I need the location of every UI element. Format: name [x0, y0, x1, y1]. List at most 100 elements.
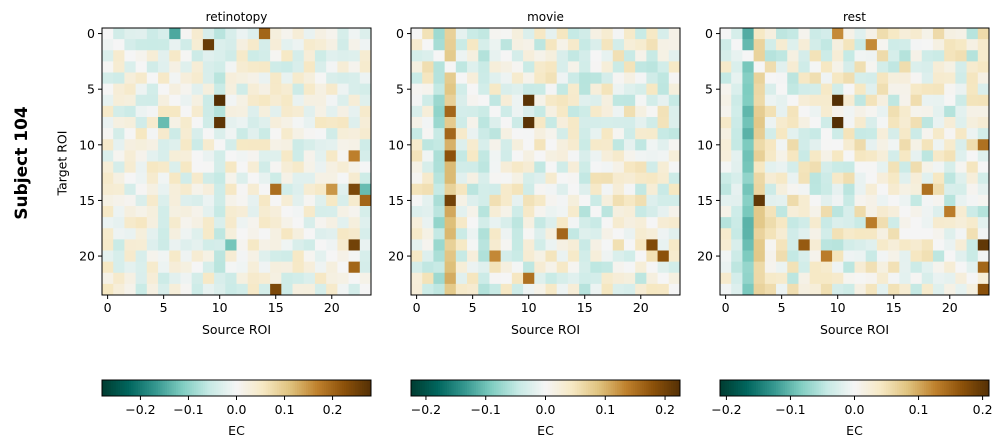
- heatmap-cell: [455, 61, 468, 73]
- colorbar-segment: [639, 380, 643, 396]
- heatmap-cell: [455, 206, 468, 218]
- heatmap-cell: [635, 128, 647, 140]
- heatmap-cell: [977, 228, 990, 240]
- colorbar-segment: [874, 380, 878, 396]
- y-tick-label: 10: [388, 137, 404, 152]
- colorbar-segment: [543, 380, 546, 396]
- heatmap-cell: [511, 239, 524, 251]
- colorbar-segment: [308, 380, 311, 396]
- heatmap-cell: [668, 139, 681, 151]
- y-axis-label: Target ROI: [55, 131, 70, 197]
- heatmap-cell: [832, 128, 844, 140]
- heatmap-cell: [337, 50, 349, 62]
- heatmap-cell: [832, 139, 844, 151]
- heatmap-cell: [467, 261, 479, 274]
- heatmap-cell: [646, 83, 658, 96]
- heatmap-cell: [753, 105, 766, 118]
- heatmap-cell: [489, 261, 502, 274]
- heatmap-cell: [348, 206, 361, 218]
- heatmap-cell: [337, 94, 349, 107]
- colorbar-segment: [193, 380, 197, 396]
- heatmap-cell: [158, 161, 170, 174]
- heatmap-cell: [314, 283, 327, 296]
- heatmap-cell: [135, 128, 148, 140]
- heatmap-cell: [646, 250, 658, 263]
- heatmap-cell: [534, 150, 546, 162]
- colorbar-segment: [825, 380, 828, 396]
- colorbar-segment: [487, 380, 490, 396]
- heatmap-cell: [359, 61, 372, 73]
- heatmap-cell: [158, 172, 170, 185]
- colorbar-segment: [536, 380, 540, 396]
- heatmap-cell: [966, 206, 979, 218]
- heatmap-cell: [545, 250, 558, 263]
- heatmap-cell: [534, 172, 546, 185]
- heatmap-cell: [359, 150, 372, 162]
- heatmap-cell: [776, 217, 788, 229]
- heatmap-cell: [236, 272, 249, 285]
- heatmap-cell: [921, 283, 934, 296]
- heatmap-cell: [258, 117, 271, 129]
- colorbar: −0.2 −0.1 0.0 0.1 0.2: [410, 379, 681, 417]
- heatmap-cell: [326, 117, 338, 129]
- heatmap-cell: [590, 50, 602, 62]
- heatmap-cell: [865, 150, 878, 162]
- y-tick-label: 0: [87, 26, 95, 41]
- heatmap-cell: [657, 217, 670, 229]
- heatmap-cell: [798, 250, 811, 263]
- heatmap-cell: [314, 228, 327, 240]
- heatmap-cell: [270, 61, 282, 73]
- x-tick-label: 10: [521, 300, 537, 315]
- heatmap-cell: [455, 217, 468, 229]
- heatmap-cell: [326, 150, 338, 162]
- heatmap-cell: [180, 183, 193, 196]
- heatmap-cell: [225, 183, 237, 196]
- heatmap-cell: [337, 183, 349, 196]
- y-tick-label: 20: [79, 249, 95, 264]
- heatmap-cell: [511, 39, 524, 51]
- heatmap-cell: [820, 61, 833, 73]
- heatmap-cell: [359, 250, 372, 263]
- heatmap-cell: [590, 261, 602, 274]
- heatmap-cell: [910, 261, 923, 274]
- heatmap-cell: [102, 272, 114, 285]
- colorbar-segment: [780, 380, 784, 396]
- heatmap-cell: [854, 117, 867, 129]
- heatmap-cell: [102, 194, 114, 207]
- heatmap-cell: [444, 139, 457, 151]
- heatmap-cell: [169, 206, 181, 218]
- heatmap-cell: [854, 206, 867, 218]
- heatmap-cell: [258, 206, 271, 218]
- heatmap-cell: [303, 105, 316, 118]
- heatmap-cell: [921, 272, 934, 285]
- heatmap-cell: [102, 206, 114, 218]
- heatmap-cell: [820, 172, 833, 185]
- heatmap-cell: [977, 61, 990, 73]
- heatmap-cell: [921, 206, 934, 218]
- colorbar-segment: [635, 380, 638, 396]
- heatmap-cell: [113, 194, 125, 207]
- heatmap-cell: [921, 128, 934, 140]
- heatmap-cell: [202, 28, 215, 40]
- heatmap-cell: [191, 228, 204, 240]
- heatmap-cell: [102, 128, 114, 140]
- heatmap-cell: [899, 161, 911, 174]
- heatmap-cell: [191, 150, 204, 162]
- heatmap-cell: [478, 39, 490, 51]
- colorbar-segment: [516, 380, 519, 396]
- heatmap-cell: [236, 39, 249, 51]
- heatmap-cell: [742, 61, 755, 73]
- heatmap-cell: [731, 261, 743, 274]
- heatmap-cell: [113, 239, 125, 251]
- heatmap-cell: [579, 239, 591, 251]
- heatmap-cell: [467, 272, 479, 285]
- heatmap-cell: [444, 283, 457, 296]
- heatmap-cell: [326, 28, 338, 40]
- heatmap-cell: [910, 228, 923, 240]
- heatmap-cell: [787, 183, 799, 196]
- heatmap-cell: [865, 94, 878, 107]
- heatmap-cell: [158, 117, 170, 129]
- heatmap-cell: [281, 194, 293, 207]
- colorbar-segment: [563, 380, 567, 396]
